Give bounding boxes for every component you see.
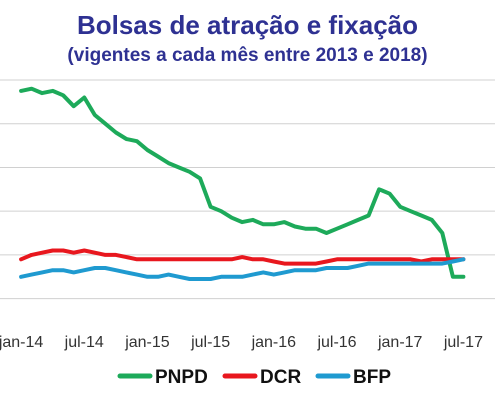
- series-line-pnpd: [19, 86, 466, 279]
- legend-label-pnpd: PNPD: [155, 367, 208, 388]
- x-tick-label: jul-14: [64, 334, 104, 351]
- series-lines: [19, 86, 466, 281]
- x-tick-label: jan-15: [124, 334, 170, 351]
- x-axis-ticks: jan-14 jul-14 jan-15 jul-15 jan-16 jul-16 jan-…: [0, 334, 483, 351]
- x-tick-label: jan-14: [0, 334, 43, 351]
- x-tick-label: jan-17: [377, 334, 423, 351]
- chart-subtitle: (vigentes a cada mês entre 2013 e 2018): [67, 45, 428, 66]
- series-line-dcr: [19, 248, 466, 266]
- x-tick-label: jul-17: [443, 334, 483, 351]
- x-tick-label: jul-15: [190, 334, 230, 351]
- series-line-bfp: [19, 257, 466, 281]
- legend-label-bfp: BFP: [353, 367, 391, 388]
- legend: PNPD DCR BFP: [117, 367, 391, 388]
- x-tick-label: jul-16: [316, 334, 356, 351]
- x-tick-label: jan-16: [251, 334, 297, 351]
- chart-title: Bolsas de atração e fixação: [76, 10, 419, 40]
- gridlines: [0, 79, 495, 300]
- legend-label-dcr: DCR: [260, 367, 301, 388]
